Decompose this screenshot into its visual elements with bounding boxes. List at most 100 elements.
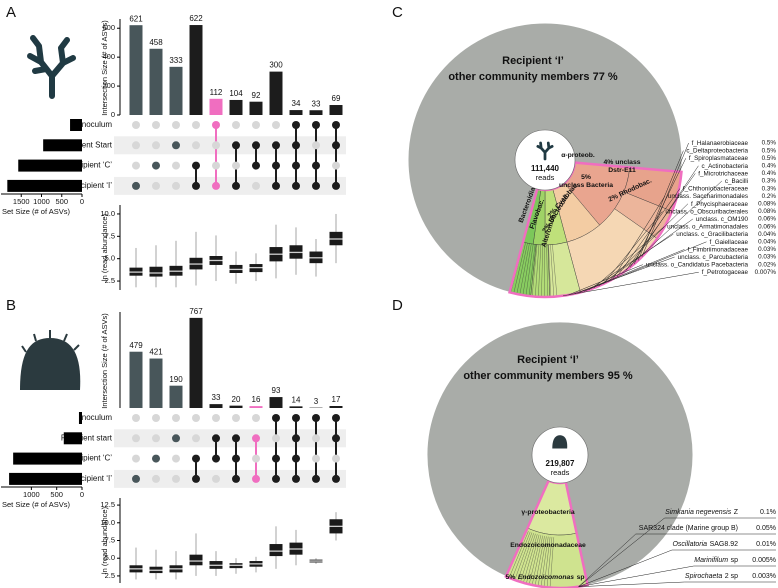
legend-pct: 0.007% xyxy=(755,269,777,276)
sponge-icon xyxy=(20,330,81,390)
member-dot xyxy=(212,454,220,463)
y-tick-label: 12.5 xyxy=(100,500,115,509)
bar xyxy=(289,110,303,115)
leader xyxy=(588,233,674,291)
legend-pct: 0.04% xyxy=(758,238,776,245)
legend-pct: 0.5% xyxy=(762,140,777,147)
y-tick-label: 7.5 xyxy=(105,231,115,240)
member-dot xyxy=(172,141,180,150)
member-dot xyxy=(332,141,340,150)
value-label: 34 xyxy=(292,99,301,108)
leader xyxy=(583,241,707,292)
legend-pct: 0.08% xyxy=(758,200,776,207)
bar xyxy=(149,358,163,408)
text-run: unclass. o_Obscuribacterales xyxy=(665,208,748,215)
empty-dot xyxy=(312,141,320,150)
x-tick-label: 1000 xyxy=(23,490,40,499)
empty-dot xyxy=(132,454,140,463)
set-bar xyxy=(13,452,82,465)
fine-division xyxy=(531,244,538,297)
set-bar xyxy=(78,412,82,424)
x-tick-label: 0 xyxy=(80,490,84,499)
x-tick-label: 500 xyxy=(55,197,68,206)
bar xyxy=(209,404,223,408)
bar xyxy=(229,405,243,408)
member-dot xyxy=(292,161,300,170)
fine-division xyxy=(531,535,543,586)
member-dot xyxy=(272,414,280,422)
x-tick-label: 1000 xyxy=(33,197,50,206)
empty-dot xyxy=(252,181,260,190)
empty-dot xyxy=(332,161,340,170)
segment-label: 5% Endozoicomonas sp xyxy=(505,574,584,581)
fine-division xyxy=(525,244,534,296)
member-dot xyxy=(332,414,340,422)
box xyxy=(149,266,163,277)
legend-name: f_Phycisphaeraceae xyxy=(691,200,749,207)
member-dot xyxy=(312,414,320,422)
legend-name: f_Fimbriimonadaceae xyxy=(687,246,748,253)
panel-letter: C xyxy=(392,4,403,21)
member-dot xyxy=(292,454,300,463)
legend-name: Spirochaeta 2 sp xyxy=(685,573,738,580)
set-label: Recipient ‘I’ xyxy=(71,181,113,190)
text-run: SAG8.92 xyxy=(710,541,739,548)
segment-line: 5% xyxy=(581,174,591,181)
y-tick-label: 10.0 xyxy=(100,209,115,218)
legend-pct: 0.04% xyxy=(758,231,776,238)
bar xyxy=(129,25,143,115)
text-run: unclass. o_Armatimonadales xyxy=(667,223,748,230)
leader xyxy=(578,549,673,587)
member-dot xyxy=(292,474,300,483)
legend-pct: 0.01% xyxy=(756,541,776,548)
y-tick-label: 2.5 xyxy=(105,276,115,285)
member-dot xyxy=(272,141,280,150)
legend-pct: 0.2% xyxy=(762,193,777,200)
fine-division xyxy=(537,536,547,587)
segment-label: 5% unclass Bacteria xyxy=(559,174,613,189)
set-axis-label: Set Size (# of ASVs) xyxy=(2,207,70,216)
value-label: 33 xyxy=(212,393,221,402)
empty-dot xyxy=(232,161,240,170)
text-run: f_Chthoniobacteraceae xyxy=(683,185,749,192)
legend-name: f_Chthoniobacteraceae xyxy=(683,185,749,192)
value-label: 92 xyxy=(252,91,261,100)
member-dot xyxy=(312,161,320,170)
empty-dot xyxy=(132,141,140,150)
legend-name: unclass. Saccharimonadales xyxy=(668,193,748,200)
pie-title: Recipient ‘I’ xyxy=(502,55,564,67)
text-run: Oscillatoria xyxy=(672,541,707,548)
member-dot xyxy=(332,474,340,483)
text-run: f_Petrotogaceae xyxy=(702,269,749,276)
box-axis-label: ln (read abundance) xyxy=(100,506,109,574)
value-label: 20 xyxy=(232,395,241,404)
fine-division xyxy=(540,536,549,587)
member-dot xyxy=(272,181,280,190)
value-label: 93 xyxy=(272,386,281,395)
text-run: f_Spiroplasmataceae xyxy=(689,155,749,162)
bar xyxy=(189,25,203,115)
leader xyxy=(568,264,643,296)
text-run: f_Gaiellaceae xyxy=(709,238,748,245)
member-dot xyxy=(292,121,300,129)
legend-name: unclass. c_Gracilibacteria xyxy=(676,231,748,238)
member-dot xyxy=(332,121,340,129)
empty-dot xyxy=(172,474,180,483)
y-axis-label: Intersection Size (# of ASVs) xyxy=(100,313,109,409)
value-label: 421 xyxy=(149,348,163,357)
fine-division xyxy=(522,243,532,296)
empty-dot xyxy=(212,141,220,150)
legend-name: f_Spiroplasmataceae xyxy=(689,155,749,162)
leader xyxy=(633,158,687,265)
member-dot xyxy=(172,434,180,443)
empty-dot xyxy=(152,474,160,483)
text-run: sp xyxy=(731,557,739,564)
value-label: 17 xyxy=(332,395,341,404)
empty-dot xyxy=(172,454,180,463)
box-axis-label: ln (read abundance) xyxy=(100,213,109,281)
text-run: f_Halanaerobiaceae xyxy=(692,140,749,147)
bar xyxy=(289,406,303,408)
empty-dot xyxy=(232,121,240,129)
value-label: 14 xyxy=(292,395,301,404)
fine-division xyxy=(520,533,536,583)
